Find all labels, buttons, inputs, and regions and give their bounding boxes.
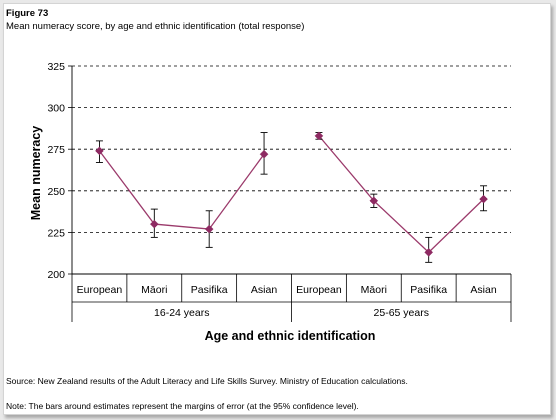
grid-lines bbox=[72, 65, 511, 233]
figure-card bbox=[3, 3, 551, 415]
x-tick-label: European bbox=[77, 284, 123, 296]
y-tick-label: 300 bbox=[47, 103, 65, 115]
data-point-pasifika bbox=[424, 248, 434, 257]
y-tick-label: 250 bbox=[47, 186, 65, 198]
data-point-asian bbox=[479, 194, 488, 204]
group-label: 25-65 years bbox=[374, 307, 429, 319]
data-point-european bbox=[314, 131, 324, 141]
series-line-2 bbox=[318, 135, 485, 254]
data-point-mori bbox=[369, 196, 379, 206]
figure-label: Figure 73 bbox=[6, 8, 49, 19]
x-axis-label: Age and ethnic identification bbox=[205, 329, 376, 343]
x-tick-label: Māori bbox=[361, 284, 387, 296]
figure-caption: Mean numeracy score, by age and ethnic i… bbox=[6, 21, 305, 32]
y-tick-label: 325 bbox=[47, 61, 65, 73]
data-point-mori bbox=[149, 219, 159, 229]
y-tick-label: 200 bbox=[47, 269, 65, 281]
axes: 200 225 250 275 300 325 European Māori Pasifika A… bbox=[47, 61, 512, 322]
series-line-1 bbox=[98, 150, 265, 230]
data-point-european bbox=[95, 146, 104, 156]
data-point-pasifika bbox=[204, 224, 214, 234]
group-label: 16-24 years bbox=[154, 307, 209, 319]
x-tick-label: European bbox=[296, 284, 342, 296]
y-axis-label: Mean numeracy bbox=[29, 126, 43, 221]
x-tick-label: Asian bbox=[251, 284, 277, 296]
x-tick-label: Māori bbox=[141, 284, 167, 296]
x-tick-label: Pasifika bbox=[410, 284, 447, 296]
x-tick-label: Pasifika bbox=[191, 284, 228, 296]
source-note: Source: New Zealand results of the Adult… bbox=[6, 376, 408, 386]
x-tick-label: Asian bbox=[470, 284, 496, 296]
series bbox=[95, 131, 488, 263]
y-tick-label: 275 bbox=[47, 144, 65, 156]
margin-of-error-note: Note: The bars around estimates represen… bbox=[6, 401, 359, 411]
data-point-asian bbox=[259, 149, 269, 159]
y-tick-label: 225 bbox=[47, 227, 65, 239]
